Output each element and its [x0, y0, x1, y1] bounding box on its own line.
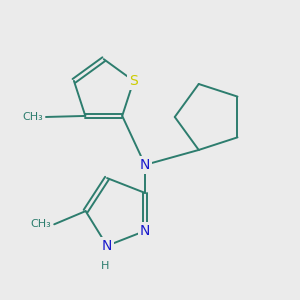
Text: H: H	[101, 261, 110, 271]
Text: N: N	[140, 224, 150, 238]
Text: N: N	[140, 158, 150, 172]
Text: CH₃: CH₃	[30, 219, 51, 229]
Text: S: S	[129, 74, 138, 88]
Text: N: N	[102, 239, 112, 253]
Text: CH₃: CH₃	[22, 112, 43, 122]
